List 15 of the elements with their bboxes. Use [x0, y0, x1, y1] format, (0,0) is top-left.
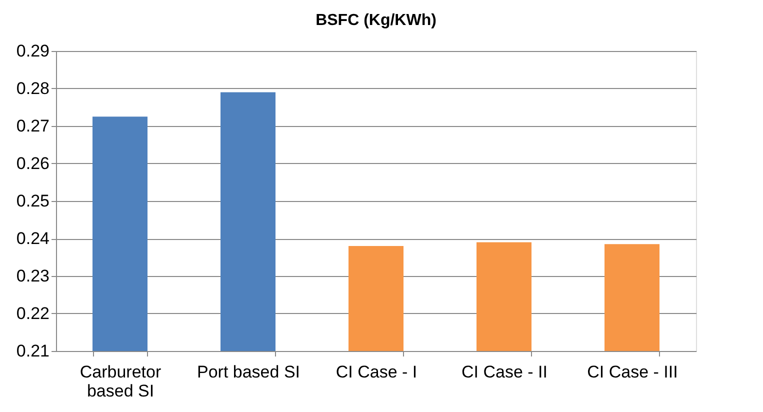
x-tick-label: CI Case - II	[462, 362, 548, 382]
y-tick-label: 0.28	[16, 79, 50, 98]
y-tick-label: 0.23	[16, 266, 50, 286]
y-tick-label: 0.21	[16, 342, 50, 360]
y-tick-label: 0.27	[16, 116, 50, 136]
y-tick-label: 0.22	[16, 304, 50, 323]
y-tick-label: 0.24	[16, 229, 50, 248]
x-tick-label: Port based SI	[196, 362, 300, 382]
y-tick-label: 0.29	[16, 42, 50, 60]
chart-title: BSFC (Kg/KWh)	[316, 12, 436, 29]
x-tick-label: Carburetor based SI	[80, 362, 162, 400]
y-tick-label: 0.25	[16, 192, 50, 210]
y-tick-label: 0.26	[16, 154, 50, 173]
x-tick-label: CI Case - I	[336, 362, 418, 382]
x-tick-label: CI Case - III	[587, 362, 678, 382]
